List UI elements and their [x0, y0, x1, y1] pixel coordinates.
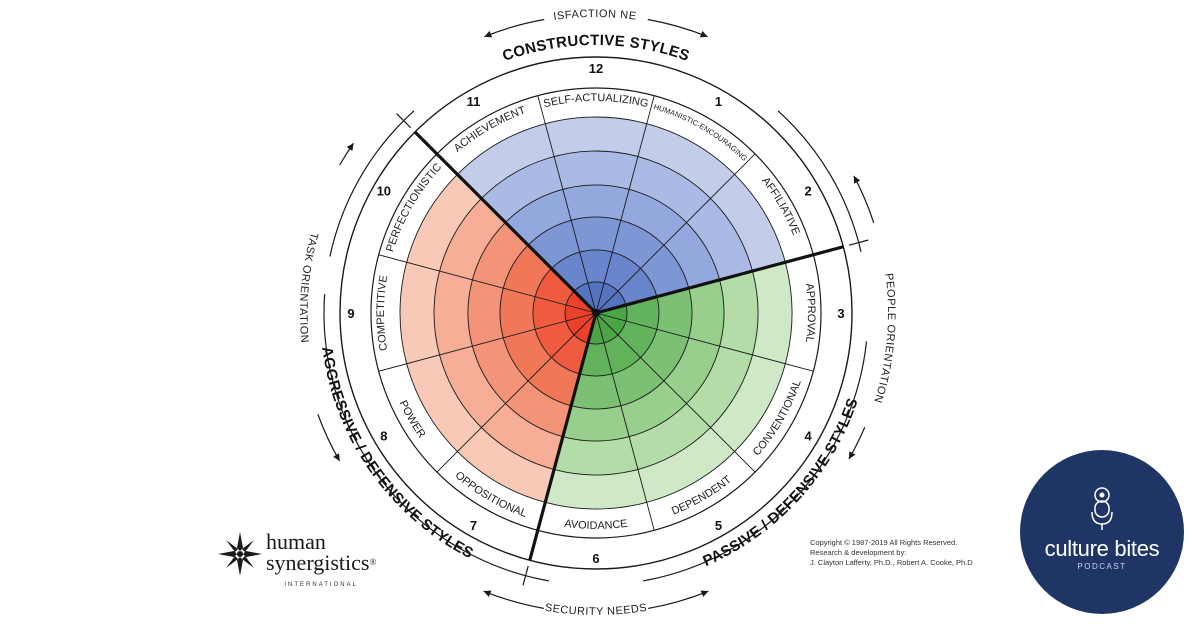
security-arc-right — [647, 590, 709, 610]
cluster-divider — [595, 245, 844, 315]
arrow-icon — [853, 175, 861, 184]
segment-number-8: 8 — [380, 429, 387, 444]
boundary-tick — [848, 239, 869, 246]
satisfaction-arc-right — [647, 18, 708, 38]
outer-arc-lower-left — [323, 293, 549, 582]
culture-bites-badge: culture bites PODCAST — [1020, 450, 1184, 614]
podcast-subtitle: PODCAST — [1077, 562, 1127, 571]
logo-subtitle: INTERNATIONAL — [284, 582, 358, 588]
segment-number-12: 12 — [589, 61, 603, 76]
segment-label-9: COMPETITIVE — [375, 274, 390, 351]
segment-number-7: 7 — [470, 518, 477, 533]
logo-word-synergistics: synergistics® — [266, 550, 377, 575]
segment-divider — [595, 312, 655, 531]
boundary-tick — [522, 565, 529, 586]
copyright-notice: Copyright © 1987-2019 All Rights Reserve… — [810, 538, 973, 568]
segment-divider — [595, 153, 756, 314]
segment-number-1: 1 — [715, 94, 722, 109]
cluster-divider — [528, 312, 598, 561]
segment-divider — [595, 312, 756, 473]
arrow-icon — [848, 451, 856, 459]
podcast-title: culture bites — [1044, 536, 1160, 561]
segment-label-3: APPROVAL — [803, 283, 817, 344]
human-synergistics-logo: human synergistics® INTERNATIONAL — [218, 525, 398, 588]
security-arc-left — [483, 590, 545, 610]
microphone-icon — [1091, 487, 1113, 530]
outer-arc-lower-right — [643, 341, 868, 582]
segment-number-4: 4 — [805, 429, 813, 444]
arrow-icon — [700, 590, 709, 598]
segment-number-6: 6 — [592, 551, 599, 566]
arrow-icon — [484, 30, 493, 38]
segment-divider — [436, 312, 597, 473]
copyright-line: Copyright © 1987-2019 All Rights Reserve… — [810, 538, 958, 547]
segment-divider — [595, 312, 814, 372]
segment-number-9: 9 — [347, 306, 354, 321]
task-orientation-label: TASK ORIENTATION — [297, 231, 320, 344]
outer-arc-upper-left — [332, 110, 415, 243]
compass-star-icon — [218, 532, 262, 576]
logo-word-human: human — [266, 529, 326, 554]
segment-number-11: 11 — [467, 94, 481, 109]
outer-arc-upper-right — [777, 110, 862, 252]
segment-divider — [537, 95, 597, 314]
segment-divider — [378, 312, 597, 372]
boundary-tick — [396, 113, 412, 129]
segment-number-10: 10 — [377, 184, 391, 199]
segment-number-5: 5 — [715, 518, 722, 533]
segment-number-3: 3 — [837, 306, 844, 321]
arrow-icon — [333, 453, 340, 461]
copyright-line: J. Clayton Lafferty, Ph.D., Robert A. Co… — [810, 558, 973, 567]
satisfaction-arc-left — [484, 18, 545, 38]
cluster-divider — [413, 130, 598, 315]
arrow-icon — [699, 30, 708, 38]
segment-divider — [595, 95, 655, 314]
people-orientation-label: PEOPLE ORIENTATION — [871, 273, 897, 405]
outer-arc-left-stub — [329, 242, 334, 257]
security-needs-label: SECURITY NEEDS — [544, 602, 648, 618]
segment-label-6: AVOIDANCE — [564, 518, 629, 532]
arrow-icon — [346, 143, 354, 151]
circumplex-rings — [339, 56, 853, 570]
segment-number-2: 2 — [805, 184, 812, 199]
copyright-line: Research & development by: — [810, 548, 907, 557]
people-arc-top — [853, 175, 875, 223]
arrow-icon — [483, 590, 492, 598]
segment-divider — [378, 254, 597, 314]
center-dot — [592, 309, 600, 317]
segment-label-12: SELF-ACTUALIZING — [542, 92, 649, 110]
task-arc-bottom — [317, 414, 341, 462]
